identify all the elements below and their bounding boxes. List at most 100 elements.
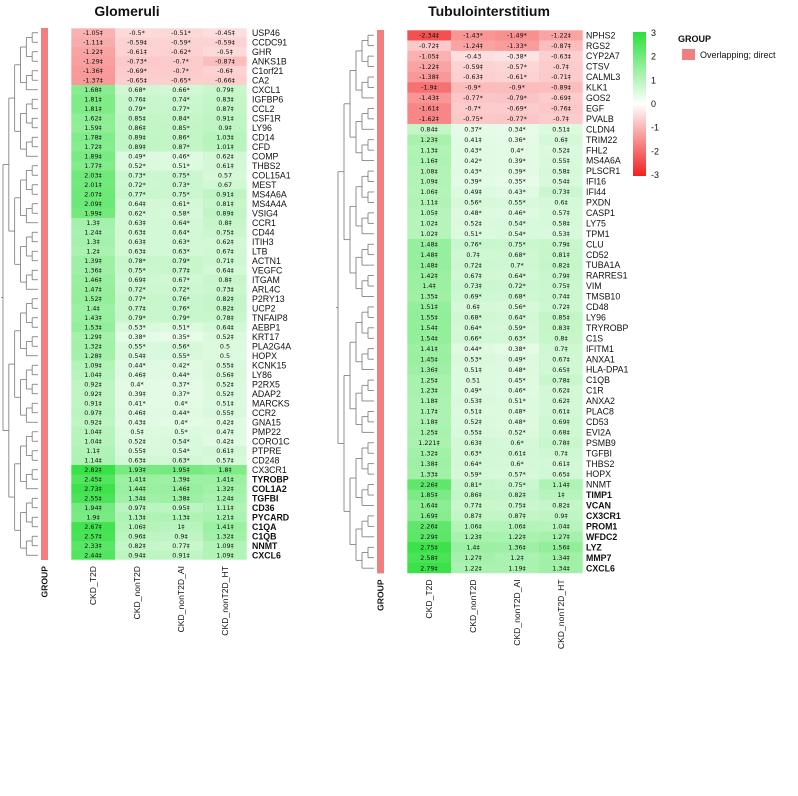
heatmap-cell xyxy=(71,294,116,304)
heatmap-cell xyxy=(71,484,116,494)
gene-label: HLA-DPA1 xyxy=(586,365,628,375)
cell-value-label: 0.5 xyxy=(220,352,230,360)
cell-value-label: 0.49‡ xyxy=(464,188,482,196)
heatmap-cell xyxy=(159,56,204,67)
cell-value-label: 0.41‡ xyxy=(464,136,482,144)
heatmap-cell xyxy=(451,270,496,282)
heatmap-cell xyxy=(451,510,496,522)
cell-value-label: 0.82‡ xyxy=(552,261,570,269)
cell-value-label: 1.47‡ xyxy=(84,285,102,293)
heatmap-cell xyxy=(407,374,452,386)
cell-value-label: 2.03‡ xyxy=(84,171,102,179)
heatmap-cell xyxy=(203,275,248,285)
cell-value-label: 1.2‡ xyxy=(86,247,100,255)
heatmap-cell xyxy=(71,474,116,485)
heatmap-cell xyxy=(115,246,160,257)
column-label: CKD_nonT2D xyxy=(468,579,478,633)
cell-value-label: 1.41‡ xyxy=(216,475,234,483)
cell-value-label: 1.25‡ xyxy=(420,376,438,384)
heatmap-cell xyxy=(71,550,116,561)
heatmap-cell xyxy=(159,227,204,238)
heatmap-cell xyxy=(159,170,204,181)
cell-value-label: 0.63‡ xyxy=(128,238,146,246)
cell-value-label: 0.6* xyxy=(510,439,523,447)
gene-label: CXCL1 xyxy=(252,85,280,95)
heatmap-cell xyxy=(495,552,540,564)
cell-value-label: 1.23‡ xyxy=(464,533,482,541)
heatmap-cell xyxy=(451,92,496,104)
heatmap-cell xyxy=(539,270,584,282)
heatmap-cell xyxy=(539,176,584,188)
heatmap-cell xyxy=(451,40,496,52)
heatmap-cell xyxy=(451,134,496,146)
heatmap-cell xyxy=(451,333,496,344)
heatmap-cell xyxy=(71,37,116,48)
cell-value-label: 0.67‡ xyxy=(552,355,570,363)
heatmap-cell xyxy=(539,479,584,491)
cell-value-label: 1.55‡ xyxy=(420,314,438,322)
heatmap-cell xyxy=(495,364,540,376)
cell-value-label: 0.74‡ xyxy=(552,293,570,301)
heatmap-cell xyxy=(495,374,540,386)
cell-value-label: 0.87‡ xyxy=(216,105,234,113)
gene-label: NNMT xyxy=(586,480,612,490)
cell-value-label: -0.57* xyxy=(507,63,527,71)
cell-value-label: 0.63* xyxy=(172,456,189,464)
heatmap-cell xyxy=(539,144,584,156)
color-scale-tick: -1 xyxy=(651,123,659,133)
heatmap-cell xyxy=(495,500,540,511)
cell-value-label: -0.5‡ xyxy=(217,48,233,56)
heatmap-cell xyxy=(539,82,584,93)
cell-value-label: 0.54‡ xyxy=(552,178,570,186)
cell-value-label: 1.36‡ xyxy=(420,366,438,374)
heatmap-cell xyxy=(495,218,540,229)
heatmap-cell xyxy=(159,284,204,295)
cell-value-label: 0.86* xyxy=(172,133,189,141)
cell-value-label: 0.44* xyxy=(464,345,481,353)
cell-value-label: 0.55‡ xyxy=(464,429,482,437)
cell-value-label: 1.41‡ xyxy=(216,523,234,531)
group-annotation-bar xyxy=(41,28,48,560)
cell-value-label: 0.44* xyxy=(172,371,189,379)
gene-label: VIM xyxy=(586,281,602,291)
heatmap-cell xyxy=(407,176,452,188)
heatmap-cell xyxy=(203,265,248,276)
cell-value-label: 2.73‡ xyxy=(84,485,102,493)
cell-value-label: 0.82‡ xyxy=(216,304,234,312)
heatmap-cell xyxy=(71,132,116,143)
cell-value-label: 1.41‡ xyxy=(420,345,438,353)
cell-value-label: -1.38‡ xyxy=(419,73,440,81)
heatmap-cell xyxy=(159,436,204,447)
heatmap-cell xyxy=(407,353,452,365)
heatmap-cell xyxy=(451,416,496,428)
cell-value-label: 1.36‡ xyxy=(508,543,526,551)
gene-label: CALML3 xyxy=(586,72,620,82)
heatmap-cell xyxy=(71,379,116,390)
cell-value-label: 0.52* xyxy=(128,162,145,170)
cell-value-label: 0.6* xyxy=(510,460,523,468)
heatmap-cell xyxy=(451,197,496,208)
heatmap-cell xyxy=(495,468,540,480)
heatmap-cell xyxy=(495,427,540,438)
cell-value-label: 1.09‡ xyxy=(84,361,102,369)
cell-value-label: 0.55* xyxy=(128,342,145,350)
cell-value-label: 0.52‡ xyxy=(552,146,570,154)
heatmap-cell xyxy=(159,75,204,86)
cell-value-label: 0.4* xyxy=(174,418,187,426)
gene-label: CX3CR1 xyxy=(586,511,621,521)
heatmap-cell xyxy=(159,503,204,513)
heatmap-cell xyxy=(203,113,248,124)
heatmap-cell xyxy=(495,82,540,93)
cell-value-label: 2.79‡ xyxy=(420,564,438,572)
cell-value-label: -0.73* xyxy=(127,57,147,65)
gene-label: MARCKS xyxy=(252,398,290,408)
cell-value-label: 0.75* xyxy=(508,240,525,248)
cell-value-label: 0.46‡ xyxy=(128,409,146,417)
cell-value-label: -0.72‡ xyxy=(419,42,440,50)
cell-value-label: 1.38‡ xyxy=(420,460,438,468)
heatmap-cell xyxy=(451,186,496,198)
cell-value-label: 0.55* xyxy=(508,199,525,207)
gene-label: GOS2 xyxy=(586,93,611,103)
heatmap-cell xyxy=(71,408,116,418)
heatmap-cell xyxy=(495,333,540,344)
